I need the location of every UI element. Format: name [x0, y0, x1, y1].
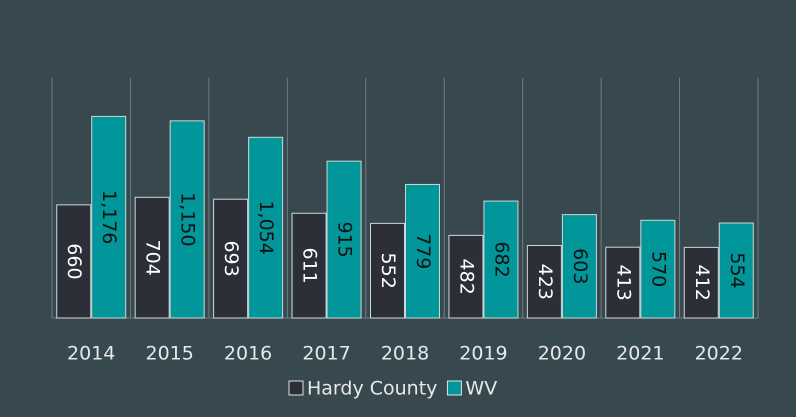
- legend-swatch: [288, 380, 304, 396]
- x-tick-label: 2016: [224, 343, 272, 365]
- bar: [483, 200, 519, 319]
- bar: [291, 212, 327, 319]
- data-label: 704: [142, 240, 164, 276]
- bar: [605, 246, 641, 319]
- data-label: 915: [334, 221, 356, 257]
- bar: [370, 222, 405, 319]
- data-label: 413: [612, 264, 634, 300]
- bar: [405, 183, 440, 319]
- bar: [640, 219, 676, 319]
- bar: [134, 196, 170, 319]
- bar: [683, 246, 719, 319]
- x-tick-label: 2019: [459, 343, 507, 365]
- bar: [213, 198, 249, 319]
- legend: Hardy County WV: [288, 378, 497, 400]
- x-tick-label: 2020: [538, 343, 586, 365]
- bar: [169, 120, 205, 319]
- bar: [326, 160, 362, 319]
- bar: [248, 136, 284, 319]
- data-label: 482: [455, 259, 477, 295]
- x-tick-label: 2017: [302, 343, 350, 365]
- data-label: 779: [412, 233, 434, 269]
- data-label: 660: [63, 243, 85, 279]
- bar: [91, 115, 127, 319]
- bar: [561, 214, 597, 319]
- x-tick-label: 2022: [695, 343, 743, 365]
- bar: [718, 222, 754, 319]
- data-label: 611: [299, 247, 321, 283]
- x-tick-label: 2015: [145, 343, 193, 365]
- data-label: 1,054: [255, 200, 277, 254]
- data-label: 682: [490, 241, 512, 277]
- data-label: 693: [220, 240, 242, 276]
- data-label: 1,150: [177, 192, 199, 246]
- bar: [526, 244, 562, 319]
- legend-label: Hardy County: [307, 378, 437, 400]
- x-tick-label: 2021: [616, 343, 664, 365]
- bar: [56, 204, 92, 319]
- data-label: 423: [534, 264, 556, 300]
- legend-swatch: [446, 380, 462, 396]
- x-tick-label: 2014: [67, 343, 115, 365]
- data-label: 412: [691, 265, 713, 301]
- data-label: 554: [726, 252, 748, 288]
- legend-label: WV: [465, 378, 497, 400]
- data-label: 552: [377, 253, 399, 289]
- data-label: 1,176: [98, 190, 120, 244]
- bar: [448, 234, 484, 319]
- data-label: 570: [647, 251, 669, 287]
- data-label: 603: [569, 248, 591, 284]
- x-tick-label: 2018: [381, 343, 429, 365]
